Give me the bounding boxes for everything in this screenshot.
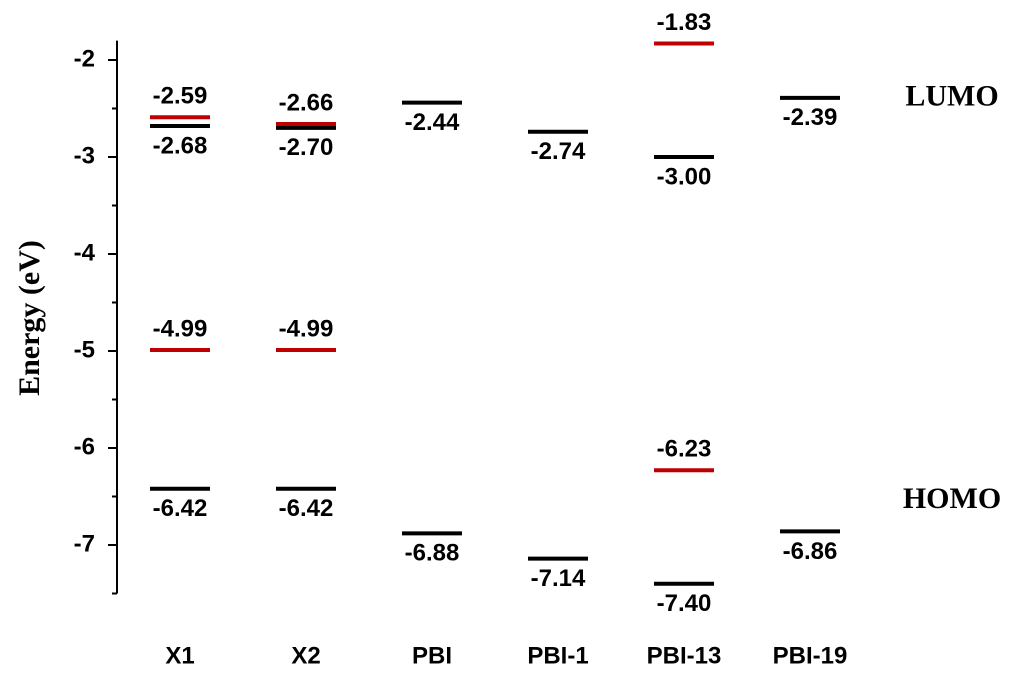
level-label: -2.70	[279, 134, 334, 161]
y-tick-label: -7	[74, 530, 95, 557]
y-tick-label: -3	[74, 142, 95, 169]
level-label: -3.00	[657, 163, 712, 190]
level-label: -2.68	[153, 132, 208, 159]
y-tick-label: -5	[74, 336, 95, 363]
y-tick-label: -4	[74, 239, 96, 266]
x-tick-label: X2	[291, 642, 320, 669]
level-label: -2.74	[531, 138, 586, 165]
x-tick-label: PBI	[412, 642, 452, 669]
level-label: -7.40	[657, 590, 712, 617]
x-tick-label: PBI-19	[773, 642, 848, 669]
level-label: -2.66	[279, 89, 334, 116]
level-label: -6.42	[153, 495, 208, 522]
annotation: LUMO	[905, 80, 998, 113]
level-label: -2.59	[153, 83, 208, 110]
level-label: -2.39	[783, 104, 838, 131]
y-tick-label: -6	[74, 433, 95, 460]
annotation: HOMO	[903, 482, 1001, 515]
level-label: -6.23	[657, 436, 712, 463]
level-label: -6.86	[783, 538, 838, 565]
x-tick-label: X1	[165, 642, 194, 669]
y-tick-label: -2	[74, 45, 95, 72]
level-label: -2.44	[405, 109, 460, 136]
level-label: -6.88	[405, 540, 460, 567]
level-label: -4.99	[153, 315, 208, 342]
level-label: -1.83	[657, 9, 712, 36]
x-tick-label: PBI-13	[647, 642, 722, 669]
level-label: -7.14	[531, 565, 586, 592]
y-axis-label: Energy (eV)	[13, 240, 46, 396]
x-tick-label: PBI-1	[527, 642, 588, 669]
level-label: -6.42	[279, 495, 334, 522]
level-label: -4.99	[279, 315, 334, 342]
